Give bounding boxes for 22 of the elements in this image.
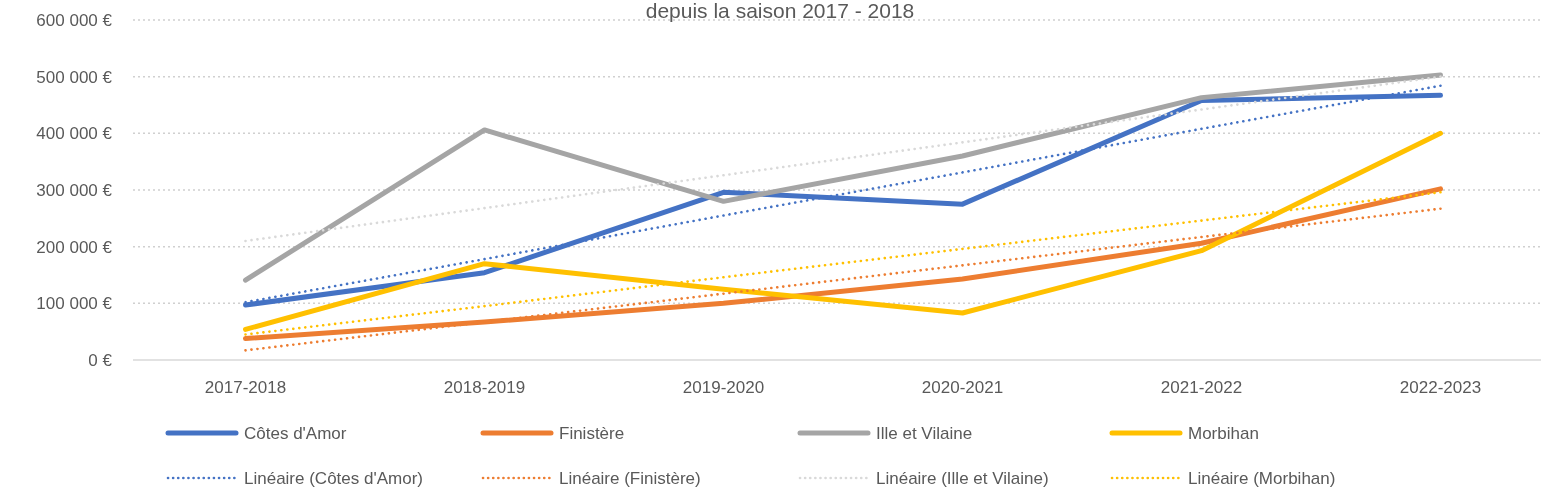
x-tick-label: 2020-2021 — [921, 378, 1004, 397]
legend-label: Linéaire (Finistère) — [559, 468, 701, 488]
y-tick-label: 200 000 € — [36, 237, 113, 257]
y-tick-label: 0 € — [88, 350, 113, 370]
legend-label: Finistère — [559, 423, 625, 443]
y-tick-label: 500 000 € — [36, 67, 113, 87]
legend-label: Ille et Vilaine — [876, 423, 973, 443]
x-tick-label: 2018-2019 — [443, 378, 526, 397]
legend-label: Linéaire (Côtes d'Amor) — [244, 468, 423, 488]
chart-title: depuis la saison 2017 - 2018 — [645, 0, 915, 22]
y-tick-label: 600 000 € — [36, 10, 113, 30]
legend-label: Linéaire (Morbihan) — [1188, 468, 1336, 488]
legend-label: Côtes d'Amor — [244, 423, 347, 443]
legend-label: Morbihan — [1188, 423, 1259, 443]
x-tick-label: 2022-2023 — [1399, 378, 1482, 397]
y-tick-label: 100 000 € — [36, 294, 113, 314]
x-tick-label: 2021-2022 — [1160, 378, 1243, 397]
x-tick-label: 2019-2020 — [682, 378, 765, 397]
y-tick-label: 400 000 € — [36, 124, 113, 144]
x-tick-label: 2017-2018 — [204, 378, 287, 397]
y-tick-label: 300 000 € — [36, 180, 113, 200]
legend-label: Linéaire (Ille et Vilaine) — [876, 468, 1049, 488]
